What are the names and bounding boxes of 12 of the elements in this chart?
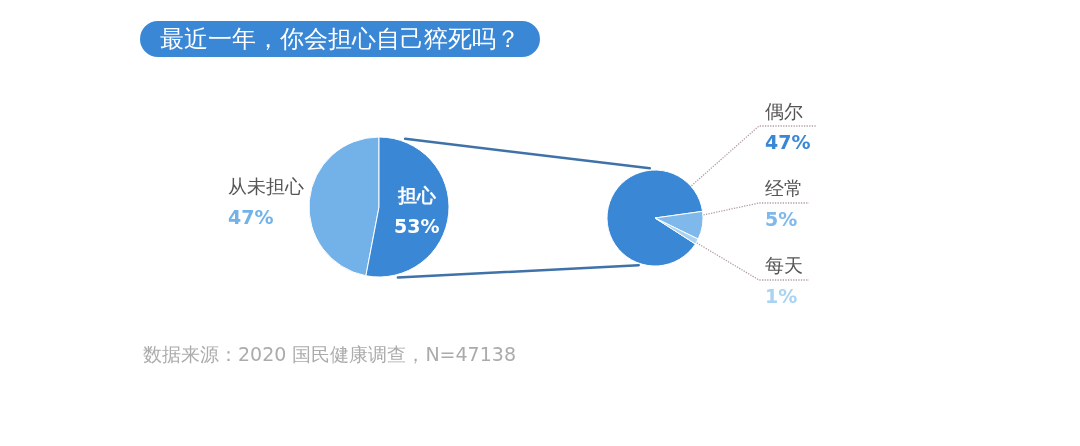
slice-label: 从未担心 <box>228 174 304 197</box>
data-label: 47% <box>765 130 811 153</box>
slice-label: 偶尔 <box>765 99 803 122</box>
data-label: 47% <box>228 205 274 228</box>
source-note: 数据来源：2020 国民健康调查，N=47138 <box>143 342 516 365</box>
data-label: 5% <box>765 207 798 230</box>
chart-title: 最近一年，你会担心自己猝死吗？ <box>160 25 520 53</box>
slice-label: 每天 <box>765 253 803 276</box>
data-label: 53% <box>394 215 440 238</box>
slice-label: 担心 <box>396 184 437 207</box>
data-label: 1% <box>765 284 798 307</box>
slice-label: 经常 <box>765 176 803 199</box>
